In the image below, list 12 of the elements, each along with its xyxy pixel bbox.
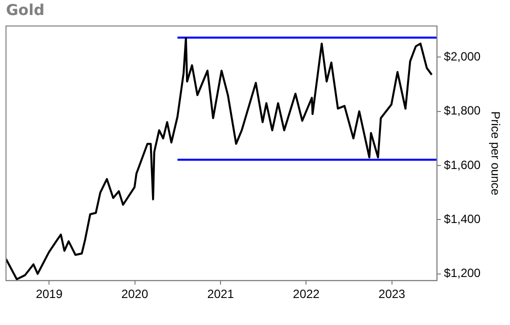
x-tick-label: 2020 <box>121 287 148 302</box>
y-tick-label: $1,200 <box>444 266 481 280</box>
y-tick-label: $1,400 <box>444 212 481 226</box>
y-tick-label: $1,600 <box>444 158 481 172</box>
y-tick-label: $1,800 <box>444 104 481 118</box>
x-tick-label: 2022 <box>292 287 320 302</box>
x-tick-label: 2023 <box>378 287 406 302</box>
x-tick-label: 2019 <box>36 287 63 302</box>
x-tick-label: 2021 <box>207 287 234 302</box>
y-tick-label: $2,000 <box>444 49 481 64</box>
chart-title: Gold <box>6 0 44 19</box>
y-axis-title: Price per ounce <box>488 111 502 196</box>
